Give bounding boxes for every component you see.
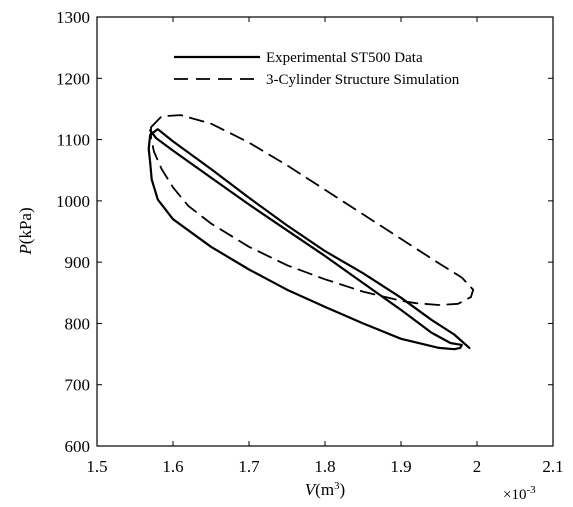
y-tick-label: 600 [65, 437, 91, 456]
y-tick-label: 1200 [56, 69, 90, 88]
y-axis-label: P(kPa) [16, 207, 35, 255]
x-tick-label: 1.8 [314, 457, 335, 476]
y-tick-label: 800 [65, 314, 91, 333]
legend: Experimental ST500 Data 3-Cylinder Struc… [174, 50, 460, 88]
y-tick-label: 900 [65, 253, 91, 272]
series-line-experimental [147, 128, 471, 351]
x-tick-label: 1.6 [162, 457, 183, 476]
legend-label-simulation: 3-Cylinder Structure Simulation [266, 72, 460, 88]
x-tick-label: 1.7 [238, 457, 260, 476]
legend-label-experimental: Experimental ST500 Data [266, 50, 423, 66]
y-tick-label: 1300 [56, 8, 90, 27]
x-tick-label: 1.5 [86, 457, 107, 476]
data-series [147, 114, 475, 351]
y-tick-label: 700 [65, 376, 91, 395]
x-multiplier: ×10-3 [503, 484, 536, 503]
x-tick-label: 2 [473, 457, 482, 476]
axis-ticks: 1.5 1.6 1.7 1.8 1.9 2 2.1 600 700 800 900 1000 1100 1… [56, 8, 564, 476]
y-tick-label: 1000 [56, 192, 90, 211]
x-tick-label: 1.9 [390, 457, 411, 476]
x-axis-label: V(m3) [305, 480, 345, 499]
series-line-simulation [150, 114, 475, 306]
y-tick-label: 1100 [57, 131, 90, 150]
x-tick-label: 2.1 [542, 457, 563, 476]
